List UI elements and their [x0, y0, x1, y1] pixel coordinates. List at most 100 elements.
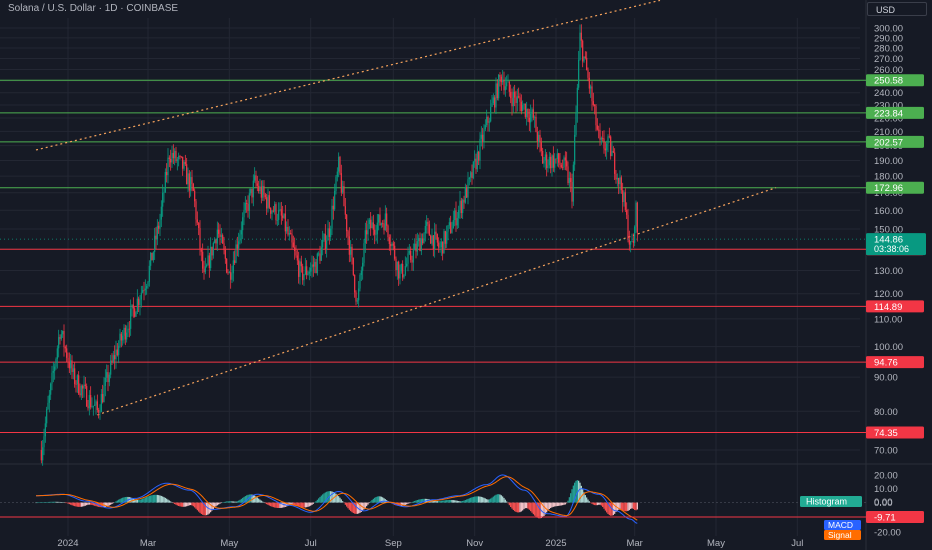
price-tick-label: 110.00	[874, 314, 902, 325]
candle-body	[272, 210, 274, 212]
macd-histogram-bar	[116, 500, 118, 503]
candle-body	[418, 238, 420, 242]
candle-body	[482, 134, 484, 142]
macd-histogram-bar	[216, 502, 218, 506]
macd-histogram-bar	[403, 502, 405, 506]
candle-body	[270, 207, 272, 214]
histogram-badge	[800, 496, 862, 507]
candle-body	[279, 209, 281, 211]
candle-body	[383, 223, 385, 231]
candle-body	[131, 304, 133, 309]
candle-body	[554, 158, 556, 168]
candle-body	[578, 59, 580, 88]
macd-histogram-bar	[155, 494, 157, 503]
macd-histogram-bar	[554, 502, 556, 507]
macd-value: -9.71	[874, 513, 896, 524]
candle-body	[628, 239, 630, 245]
candle-body	[214, 239, 216, 243]
candle-body	[351, 246, 353, 258]
macd-histogram-bar	[148, 496, 150, 503]
candle-body	[371, 222, 373, 229]
candle-body	[366, 230, 368, 235]
candle-body	[436, 234, 438, 243]
macd-histogram-bar	[180, 502, 182, 507]
macd-histogram-bar	[84, 502, 86, 506]
macd-histogram-bar	[220, 502, 222, 504]
price-tick-label: 230.00	[874, 101, 903, 112]
candle-body	[215, 239, 217, 244]
candle-body	[190, 177, 192, 191]
macd-histogram-bar	[423, 498, 425, 503]
candle-body	[42, 447, 44, 461]
candle-body	[595, 106, 597, 126]
candle-body	[568, 178, 570, 184]
candle-body	[151, 252, 153, 261]
candle-body	[566, 160, 568, 167]
candle-body	[95, 401, 97, 405]
macd-histogram-bar	[462, 500, 464, 503]
candle-body	[196, 219, 198, 223]
candle-body	[302, 266, 304, 281]
candle-body	[472, 161, 474, 178]
macd-histogram-bar	[68, 502, 70, 505]
macd-histogram-bar	[231, 501, 233, 503]
candle-body	[543, 160, 545, 164]
candle-body	[344, 206, 346, 215]
macd-histogram-bar	[596, 502, 598, 506]
macd-histogram-bar	[214, 502, 216, 508]
macd-histogram-bar	[224, 501, 226, 503]
candle-body	[172, 152, 174, 159]
candle-body	[134, 308, 136, 317]
macd-histogram-bar	[603, 502, 605, 509]
candle-body	[502, 79, 504, 83]
macd-histogram-bar	[230, 501, 232, 503]
macd-histogram-bar	[114, 502, 116, 503]
candle-body	[530, 113, 532, 123]
candle-body	[388, 237, 390, 245]
macd-histogram-bar	[406, 502, 408, 505]
candle-body	[439, 247, 441, 248]
candle-body	[507, 81, 509, 83]
macd-tick-label: 20.00	[874, 470, 898, 481]
candle-body	[264, 194, 266, 198]
macd-histogram-bar	[516, 502, 518, 513]
candle-body	[304, 266, 306, 275]
candle-body	[287, 226, 289, 235]
macd-histogram-bar	[92, 502, 94, 506]
macd-histogram-bar	[350, 502, 352, 512]
candle-body	[355, 292, 357, 302]
macd-histogram-bar	[219, 502, 221, 504]
macd-histogram-bar	[206, 502, 208, 516]
macd-histogram-bar	[602, 502, 604, 507]
macd-histogram-bar	[551, 502, 553, 508]
candle-body	[303, 274, 305, 281]
candle-body	[91, 406, 93, 408]
candle-body	[331, 205, 333, 229]
candle-body	[311, 264, 313, 268]
candle-body	[342, 186, 344, 193]
candle-body	[484, 125, 486, 130]
macd-histogram-bar	[415, 500, 417, 503]
macd-histogram-bar	[190, 502, 192, 506]
candle-body	[51, 372, 53, 384]
macd-histogram-bar	[182, 502, 184, 507]
candle-body	[606, 143, 608, 151]
candle-body	[231, 273, 233, 280]
candle-body	[139, 299, 141, 306]
candle-body	[540, 142, 542, 152]
candle-body	[244, 203, 246, 211]
candle-body	[52, 371, 54, 373]
macd-histogram-bar	[91, 502, 93, 505]
macd-histogram-bar	[47, 501, 49, 503]
macd-histogram-bar	[432, 500, 434, 503]
candle-body	[147, 281, 149, 286]
currency-button[interactable]: USD	[867, 2, 927, 16]
candle-body	[592, 101, 594, 106]
candle-body	[504, 86, 506, 91]
macd-histogram-bar	[59, 501, 61, 503]
macd-histogram-bar	[276, 502, 278, 508]
candle-body	[415, 243, 417, 252]
macd-histogram-bar	[623, 502, 625, 511]
macd-histogram-bar	[538, 502, 540, 519]
